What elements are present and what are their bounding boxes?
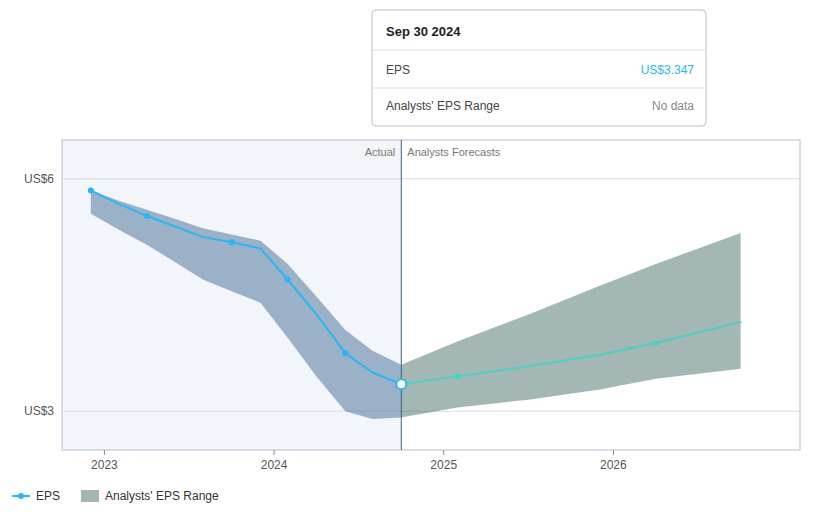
divider-layer <box>401 140 402 450</box>
series-line <box>91 190 401 384</box>
legend-item: EPS <box>12 489 60 503</box>
x-tick-label: 2026 <box>600 458 627 472</box>
marker <box>285 277 291 283</box>
x-tick <box>443 450 444 455</box>
grid-line <box>62 178 800 179</box>
tooltip: Sep 30 2024 EPS US$3.347 Analysts' EPS Rang… <box>372 10 706 126</box>
legend-label: Analysts' EPS Range <box>105 489 219 503</box>
open-marker <box>396 379 406 389</box>
y-tick-label: US$3 <box>24 404 54 418</box>
legend: EPS Analysts' EPS Range <box>12 489 219 503</box>
marker <box>144 213 150 219</box>
legend-swatch <box>81 490 99 502</box>
tooltip-value: No data <box>652 99 694 113</box>
region-label: Actual <box>365 146 396 158</box>
y-tick-label: US$6 <box>24 172 54 186</box>
marker <box>653 340 659 346</box>
marker <box>454 373 460 379</box>
lines <box>91 190 741 384</box>
range-band <box>401 233 740 417</box>
marker <box>342 350 348 356</box>
legend-item: Analysts' EPS Range <box>81 489 219 503</box>
tooltip-title: Sep 30 2024 <box>386 24 461 39</box>
x-tick-label: 2025 <box>430 458 457 472</box>
markers <box>88 187 659 389</box>
legend-label: EPS <box>36 489 60 503</box>
divider <box>401 140 402 450</box>
legend-swatch-marker <box>18 493 24 499</box>
region-label: Analysts Forecasts <box>407 146 500 158</box>
tooltip-value: US$3.347 <box>641 63 695 77</box>
plot-frame <box>62 140 800 450</box>
tooltip-label: Analysts' EPS Range <box>386 99 500 113</box>
range-band <box>91 190 401 419</box>
x-tick-label: 2023 <box>91 458 118 472</box>
actual-region <box>62 140 401 450</box>
tooltip-separator <box>372 88 706 89</box>
x-tick <box>104 450 105 455</box>
marker <box>229 239 235 245</box>
x-tick <box>613 450 614 455</box>
series-line <box>401 322 740 384</box>
x-tick-label: 2024 <box>261 458 288 472</box>
marker <box>88 187 94 193</box>
areas <box>91 190 741 419</box>
plot-data <box>88 140 741 450</box>
x-tick <box>274 450 275 455</box>
chart: US$3 US$6 2023 2024 2025 2026 Actual Analysts F… <box>0 0 821 520</box>
tooltip-box <box>372 10 706 126</box>
tooltip-label: EPS <box>386 63 410 77</box>
tooltip-separator <box>372 50 706 51</box>
